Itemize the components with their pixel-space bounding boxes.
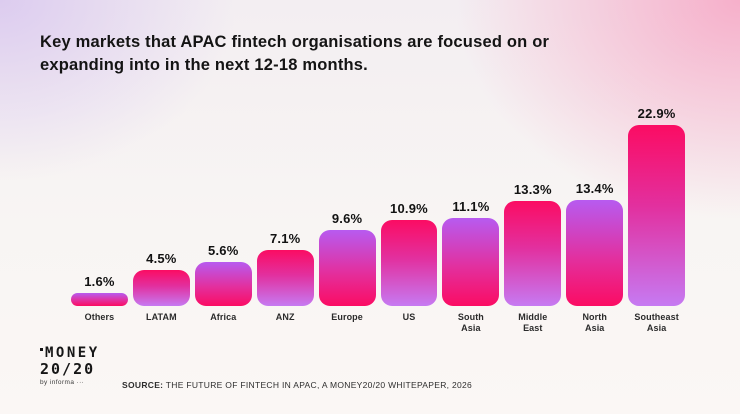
- source-attribution: SOURCE: THE FUTURE OF FINTECH IN APAC, A…: [122, 380, 472, 390]
- bar: [628, 125, 686, 306]
- logo-byline: by informa ···: [40, 379, 85, 386]
- bar-value-label: 13.4%: [575, 181, 614, 196]
- bar-category-label: LATAM: [146, 312, 177, 322]
- bar: [256, 250, 314, 306]
- bar-column: 1.6% Others: [71, 95, 128, 338]
- chart-title-line1: Key markets that APAC fintech organisati…: [40, 33, 550, 51]
- bar-column: 9.6% Europe: [318, 95, 376, 338]
- bar-value-label: 10.9%: [390, 201, 428, 216]
- bar-category-label: North Asia: [582, 312, 607, 333]
- bar-column: 5.6% Africa: [194, 95, 252, 338]
- source-text: THE FUTURE OF FINTECH IN APAC, A MONEY20…: [163, 380, 473, 390]
- bar-value-label: 9.6%: [331, 211, 363, 226]
- bar-column: 10.9% US: [380, 95, 438, 338]
- bar: [566, 200, 624, 306]
- bar-category-label: Southeast Asia: [634, 312, 679, 333]
- bar-column: 4.5% LATAM: [132, 95, 190, 338]
- bar-value-label: 7.1%: [269, 231, 301, 246]
- bar: [132, 270, 190, 306]
- bar: [318, 230, 376, 306]
- bar-column: 11.1% South Asia: [442, 95, 500, 338]
- bar-column: 13.4% North Asia: [566, 95, 624, 338]
- bar-category-label: Middle East: [518, 312, 548, 333]
- bar-category-label: Others: [84, 312, 115, 322]
- bar-chart: 1.6% Others 4.5% LATAM 5.6% Africa 7.1% ANZ 9.6%…: [71, 95, 686, 338]
- bar-value-label: 1.6%: [84, 274, 115, 289]
- bar-category-label: Europe: [331, 312, 363, 322]
- bar: [504, 201, 562, 306]
- chart-title-line2: expanding into in the next 12-18 months.: [40, 56, 368, 74]
- bar-column: 7.1% ANZ: [256, 95, 314, 338]
- logo-2020-text: 20/20: [40, 360, 96, 378]
- bar: [442, 218, 500, 306]
- bar-value-label: 5.6%: [208, 243, 239, 258]
- bar-category-label: US: [402, 312, 416, 322]
- bar-value-label: 13.3%: [513, 182, 552, 197]
- bar-column: 22.9% Southeast Asia: [628, 95, 686, 338]
- bar-category-label: South Asia: [457, 312, 484, 333]
- bar-category-label: ANZ: [275, 312, 295, 322]
- bar-value-label: 22.9%: [637, 106, 676, 121]
- bar-category-label: Africa: [210, 312, 237, 322]
- money2020-logo: MONEY 20/20 by informa ···: [40, 346, 100, 387]
- source-label: SOURCE:: [122, 380, 164, 390]
- chart-title: Key markets that APAC fintech organisati…: [40, 31, 549, 77]
- bar: [380, 220, 438, 306]
- bar: [194, 262, 252, 306]
- bar-column: 13.3% Middle East: [504, 95, 562, 338]
- bar-value-label: 4.5%: [146, 251, 177, 266]
- bar: [71, 293, 128, 306]
- logo-money-text: MONEY: [45, 345, 100, 361]
- logo-dot-icon: [40, 348, 43, 351]
- bar-value-label: 11.1%: [452, 199, 490, 214]
